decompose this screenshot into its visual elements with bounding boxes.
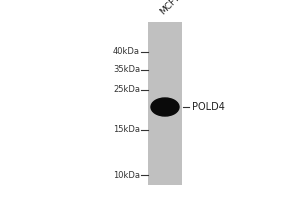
Text: POLD4: POLD4 <box>192 102 225 112</box>
Bar <box>148 22 182 185</box>
Text: 35kDa: 35kDa <box>113 66 140 74</box>
Text: 40kDa: 40kDa <box>113 47 140 56</box>
Text: 10kDa: 10kDa <box>113 170 140 180</box>
Text: MCF7: MCF7 <box>159 0 183 16</box>
Text: 25kDa: 25kDa <box>113 86 140 95</box>
Ellipse shape <box>151 98 179 116</box>
Text: 15kDa: 15kDa <box>113 126 140 134</box>
